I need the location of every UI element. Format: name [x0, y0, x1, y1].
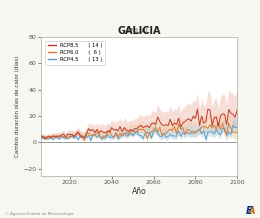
Text: © Agencia Estatal de Meteorología: © Agencia Estatal de Meteorología	[5, 212, 74, 216]
Text: ANUAL: ANUAL	[127, 28, 151, 34]
Title: GALICIA: GALICIA	[117, 26, 161, 36]
Y-axis label: Cambio duración olas de calor (días): Cambio duración olas de calor (días)	[15, 55, 21, 157]
Text: A: A	[247, 206, 255, 216]
Text: E: E	[246, 206, 252, 216]
Legend: RCP8.5      ( 14 ), RCP6.0      (  6 ), RCP4.5      ( 13 ): RCP8.5 ( 14 ), RCP6.0 ( 6 ), RCP4.5 ( 13…	[45, 41, 105, 65]
X-axis label: Año: Año	[132, 187, 146, 196]
